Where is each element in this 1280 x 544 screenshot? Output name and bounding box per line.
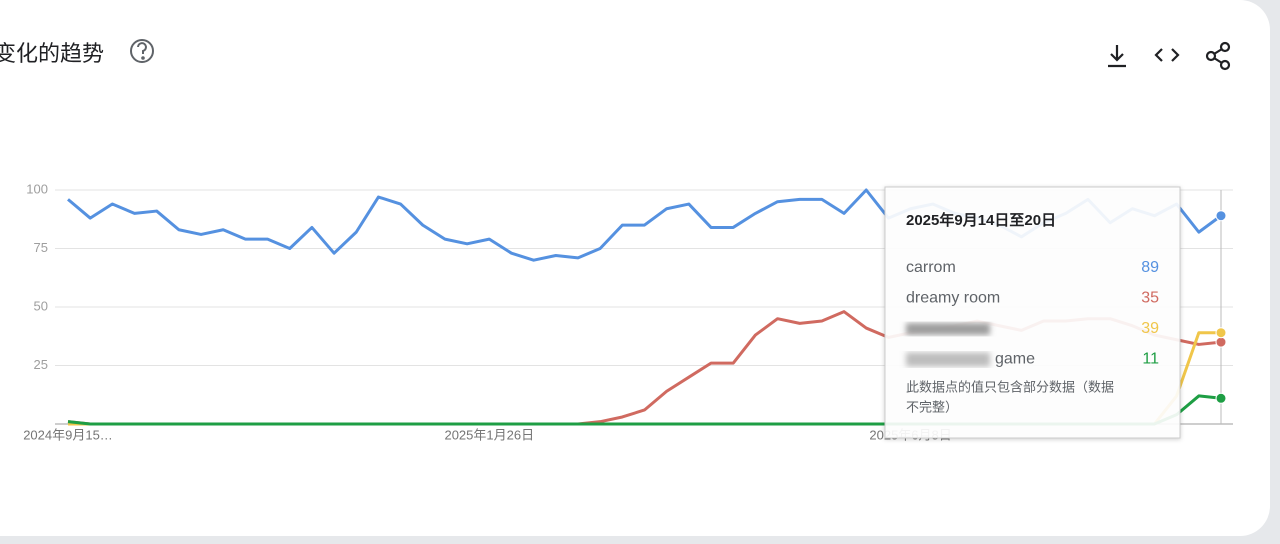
tooltip-value: 35 xyxy=(1141,290,1159,307)
tooltip-note: 此数据点的值只包含部分数据（数据 xyxy=(906,379,1114,394)
tooltip: 2025年9月14日至20日 此数据点的值只包含部分数据（数据 不完整） car… xyxy=(884,186,1181,439)
tooltip-series-name: dreamy room xyxy=(906,290,1000,307)
tooltip-value: 39 xyxy=(1141,320,1159,337)
end-dot xyxy=(1215,336,1227,348)
blurred-name xyxy=(906,352,990,367)
y-tick-label: 75 xyxy=(34,240,48,255)
y-tick-label: 50 xyxy=(34,298,48,313)
x-tick-label: 2025年1月26日 xyxy=(444,427,534,442)
blurred-name xyxy=(906,323,990,335)
embed-icon[interactable] xyxy=(1154,48,1180,62)
end-dot xyxy=(1215,210,1227,222)
tooltip-value: 11 xyxy=(1142,351,1159,368)
y-tick-label: 100 xyxy=(26,181,48,196)
x-tick-label: 2024年9月15… xyxy=(23,427,113,442)
share-icon[interactable] xyxy=(1205,41,1231,71)
download-icon[interactable] xyxy=(1108,45,1126,68)
y-tick-label: 25 xyxy=(34,357,48,372)
end-dot xyxy=(1215,392,1227,404)
tooltip-title: 2025年9月14日至20日 xyxy=(906,211,1056,229)
end-dot xyxy=(1215,327,1227,339)
tooltip-value: 89 xyxy=(1141,259,1159,276)
tooltip-note: 不完整） xyxy=(906,399,958,414)
tooltip-series-name: game xyxy=(995,351,1035,368)
tooltip-box xyxy=(884,186,1181,439)
tooltip-series-name: carrom xyxy=(906,259,956,276)
help-icon[interactable] xyxy=(130,39,154,63)
chart-title: 变化的趋势 xyxy=(0,41,104,66)
